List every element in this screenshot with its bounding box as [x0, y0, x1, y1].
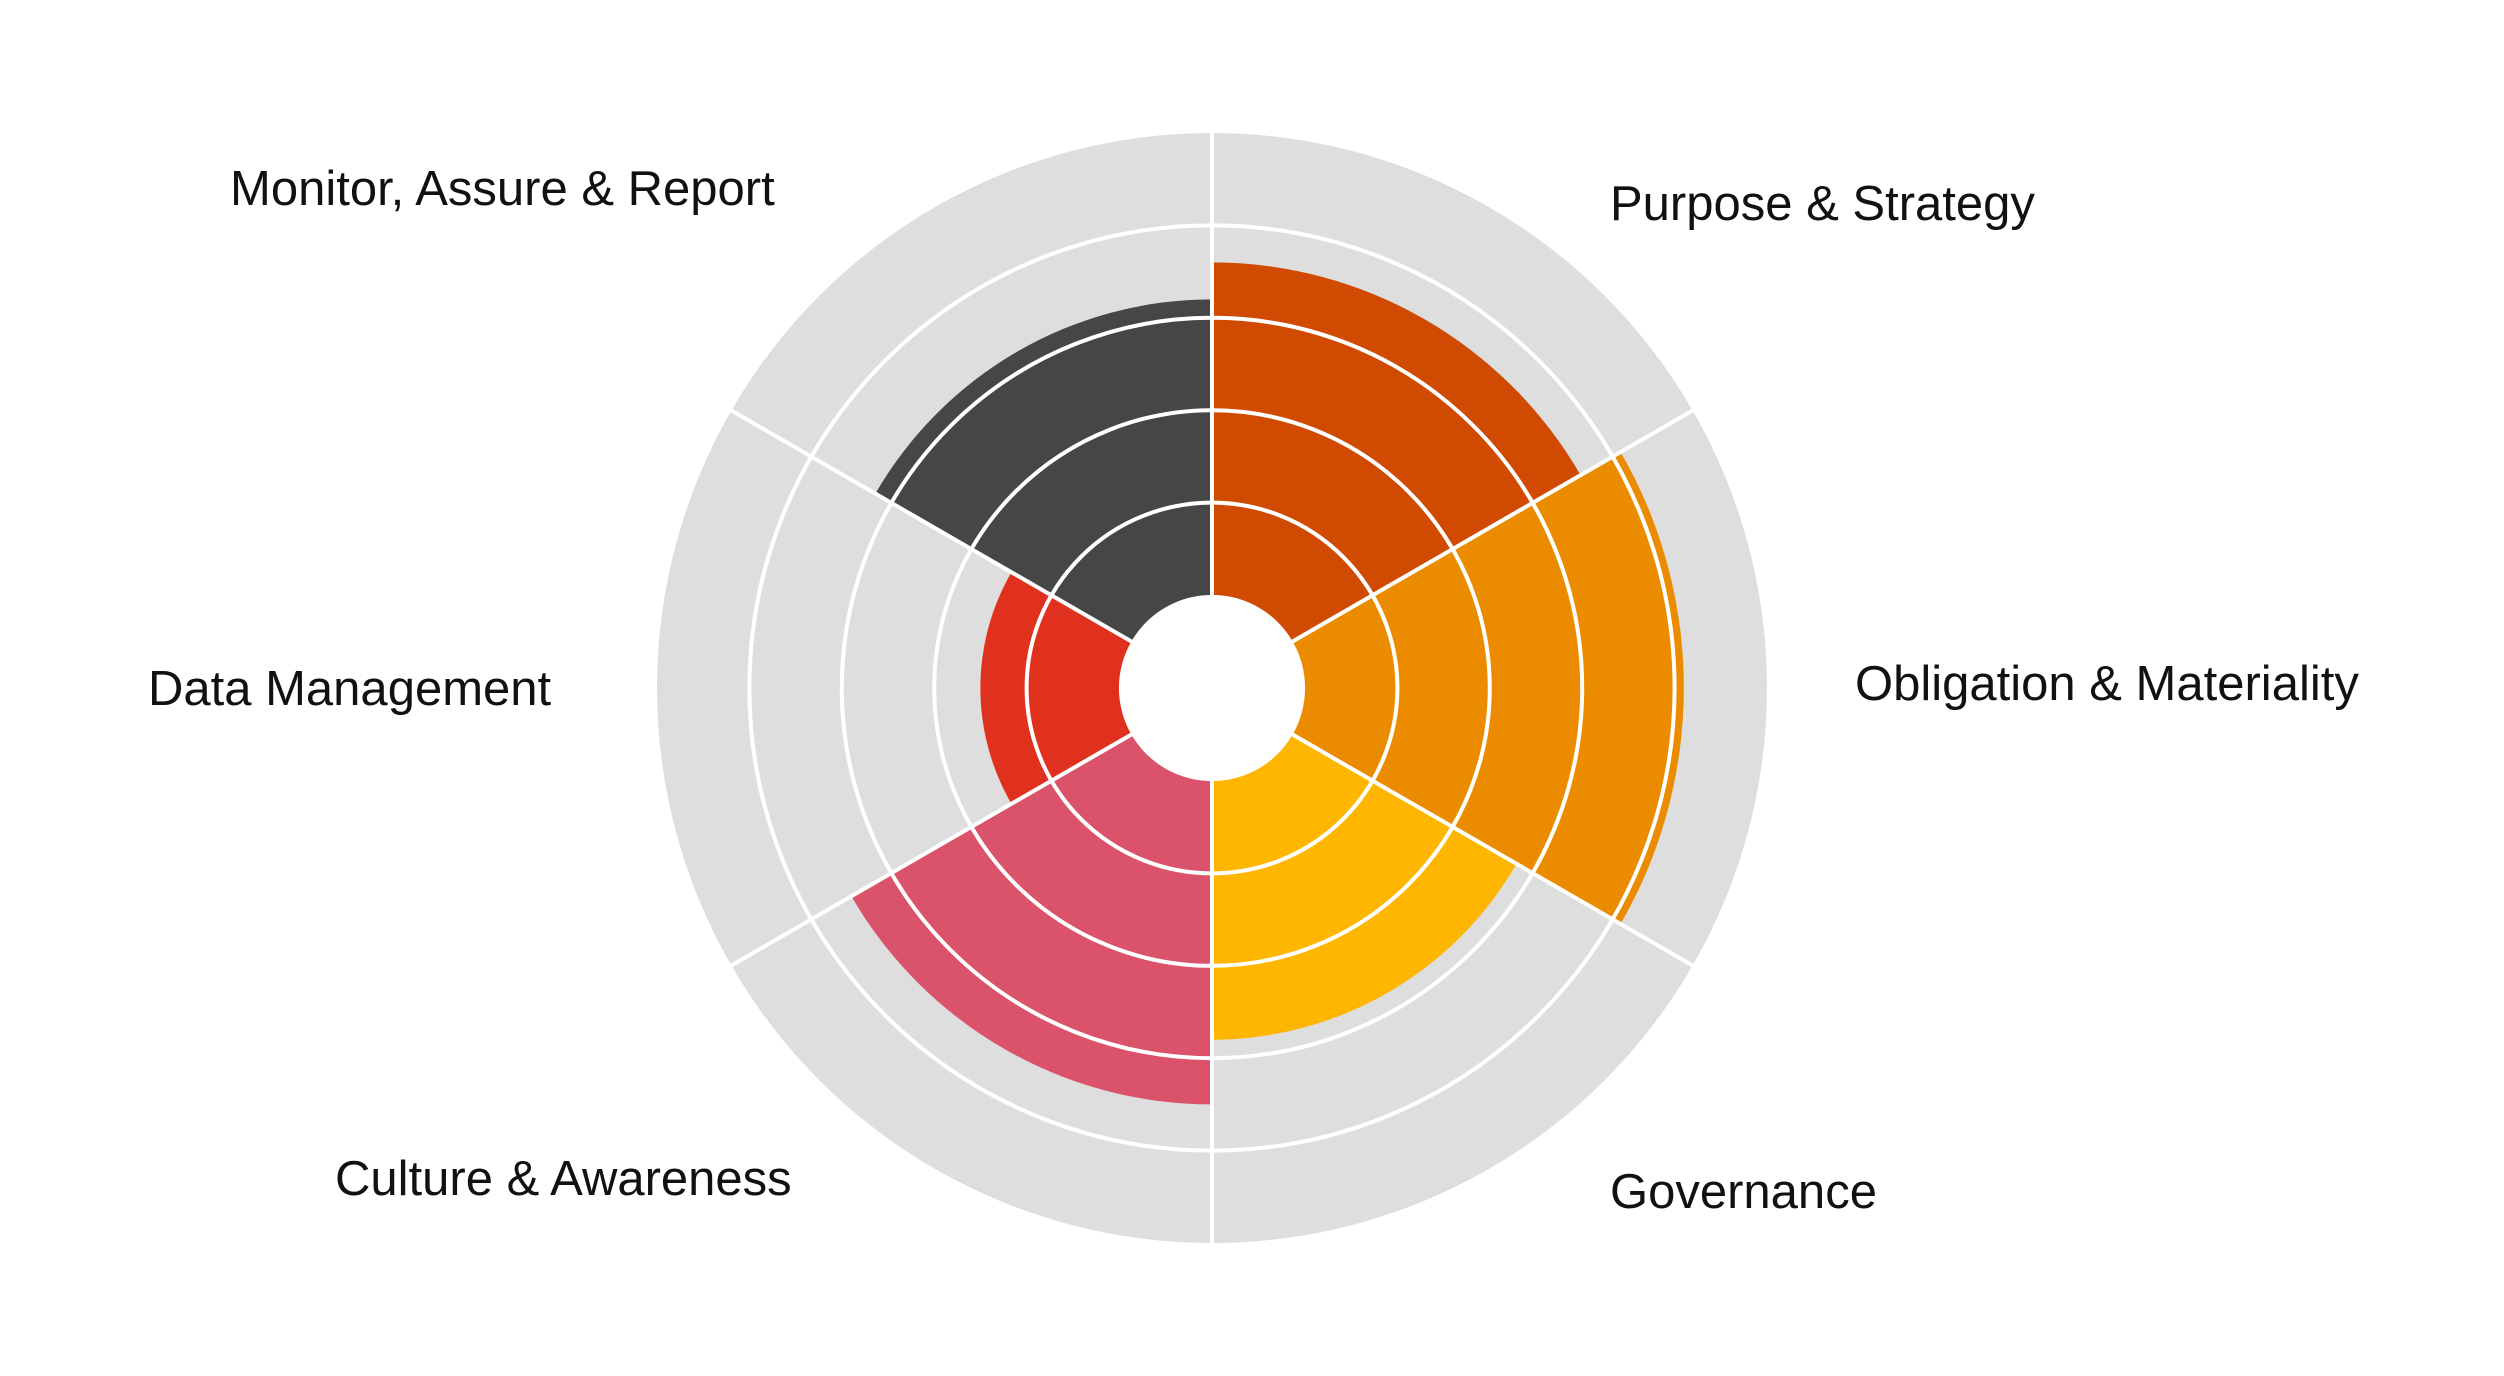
- value-sector-monitor-assure-report: [875, 299, 1212, 642]
- background-sector-data-management: [657, 410, 1132, 966]
- value-sector-governance: [1212, 734, 1517, 1040]
- category-label-governance: Governance: [1610, 1165, 1877, 1219]
- category-label-monitor-assure-report: Monitor, Assure & Report: [230, 162, 775, 216]
- category-label-obligation-materiality: Obligation & Materiality: [1855, 657, 2359, 711]
- radial-divider-2: [1291, 407, 1696, 644]
- category-label-culture-awareness: Culture & Awareness: [335, 1152, 792, 1206]
- grid-lines: [728, 131, 1696, 1245]
- center-hole: [1119, 595, 1305, 781]
- category-label-purpose-strategy: Purpose & Strategy: [1610, 177, 2035, 231]
- radial-divider-3: [1291, 732, 1696, 969]
- category-label-data-management: Data Management: [148, 662, 552, 716]
- radial-divider-5: [728, 732, 1133, 969]
- value-sectors: [851, 262, 1684, 1105]
- value-sector-purpose-strategy: [1212, 262, 1581, 642]
- value-sector-culture-awareness: [851, 734, 1212, 1105]
- radial-divider-6: [728, 407, 1133, 644]
- value-sector-data-management: [980, 572, 1132, 804]
